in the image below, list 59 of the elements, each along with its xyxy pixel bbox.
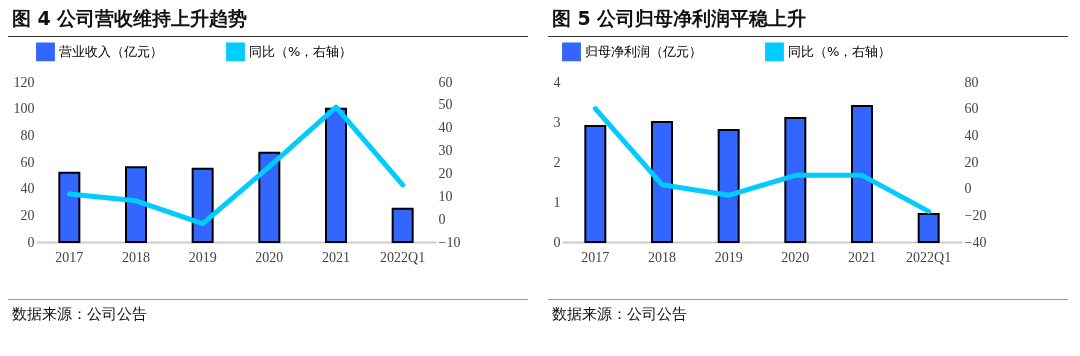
y-tick-label: 40 [20,181,35,197]
x-tick-label: 2017 [55,249,84,265]
legend-label: 同比（%，右轴） [788,43,892,59]
y-tick-label: 60 [20,154,35,170]
y2-tick-label: −40 [964,234,987,250]
y-tick-label: 0 [553,234,561,250]
bar [58,171,81,243]
y-tick-label: 80 [20,127,35,143]
x-tick-label: 2020 [781,249,810,265]
x-tick-label: 2019 [714,249,743,265]
y2-tick-label: −20 [964,207,987,223]
y-tick-label: 120 [13,74,35,90]
source-note: 数据来源：公司公告 [548,299,1068,324]
y2-tick-label: 80 [964,74,979,90]
bar [258,151,281,243]
bar [784,117,807,243]
source-note: 数据来源：公司公告 [8,299,528,324]
chart-title: 图 5 公司归母净利润平稳上升 [548,4,1068,37]
bar [191,167,214,243]
y2-tick-label: 40 [438,120,453,136]
y2-tick-label: 0 [438,211,446,227]
x-tick-label: 2018 [648,249,676,265]
y-tick-label: 3 [553,114,561,130]
y2-tick-label: 20 [964,154,979,170]
x-tick-label: 2022Q1 [906,249,952,265]
y2-tick-label: −10 [438,234,461,250]
legend-label: 归母净利润（亿元） [585,43,702,59]
bar [917,213,940,243]
y2-tick-label: 0 [964,181,972,197]
y-tick-label: 0 [27,234,35,250]
x-tick-label: 2022Q1 [380,249,426,265]
bar [125,166,147,243]
chart-title: 图 4 公司营收维持上升趋势 [8,4,528,37]
y2-tick-label: 50 [438,97,453,113]
y-tick-label: 1 [553,194,561,210]
bar [851,105,873,243]
legend-label: 营业收入（亿元） [59,43,163,59]
x-tick-label: 2021 [848,249,876,265]
x-tick-label: 2017 [581,249,610,265]
legend-label: 同比（%，右轴） [249,43,353,59]
y-tick-label: 20 [20,207,35,223]
y2-tick-label: 60 [438,74,453,90]
y2-tick-label: 30 [438,143,453,159]
x-tick-label: 2021 [322,249,350,265]
y-tick-label: 100 [13,101,35,117]
bar [651,121,673,243]
x-tick-label: 2020 [255,249,284,265]
bar [717,129,740,243]
y2-tick-label: 40 [964,127,979,143]
y2-tick-label: 60 [964,101,979,117]
y2-tick-label: 10 [438,188,453,204]
y-tick-label: 4 [553,74,561,90]
bar [391,207,414,243]
y-tick-label: 2 [553,154,561,170]
x-tick-label: 2018 [122,249,150,265]
y2-tick-label: 20 [438,165,453,181]
x-tick-label: 2019 [188,249,217,265]
bar [584,125,607,243]
bar [325,107,347,243]
